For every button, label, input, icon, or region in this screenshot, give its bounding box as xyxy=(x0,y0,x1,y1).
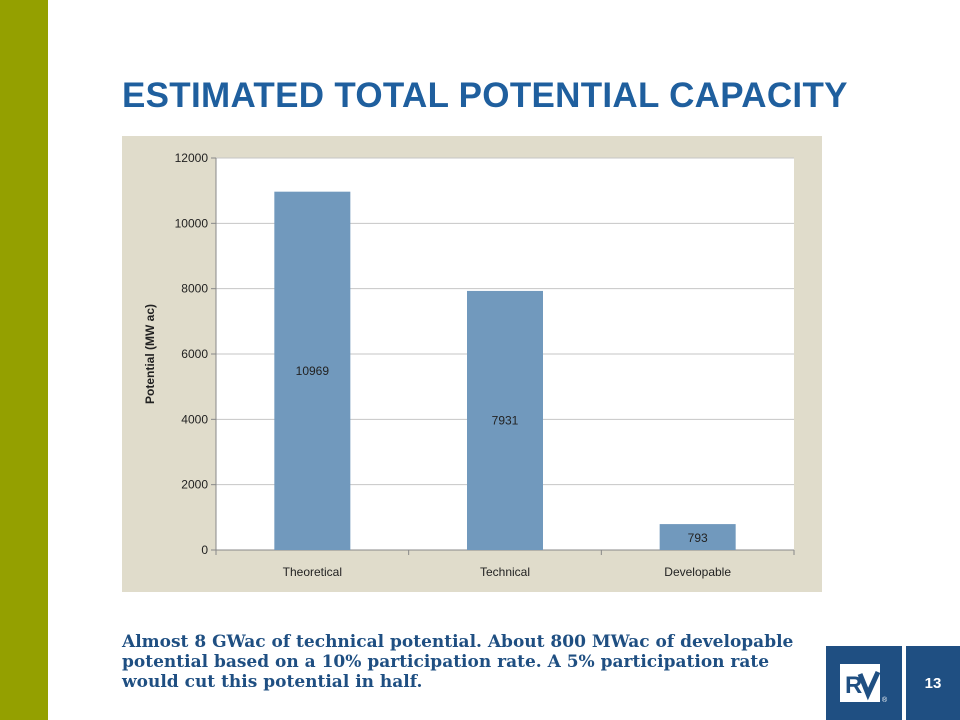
svg-text:R: R xyxy=(845,672,862,699)
y-tick-label: 12000 xyxy=(175,151,209,165)
x-tick-label: Technical xyxy=(480,565,530,579)
data-label: 7931 xyxy=(492,413,519,427)
x-tick-label: Developable xyxy=(664,565,731,579)
chart-container: 0 2000 4000 6000 8000 10000 12000 10969 Theoreti… xyxy=(122,136,822,592)
bar-theoretical xyxy=(274,191,351,551)
svg-text:®: ® xyxy=(882,696,888,704)
y-tick-label: 0 xyxy=(201,543,208,557)
bar-chart: 0 2000 4000 6000 8000 10000 12000 10969 Theoreti… xyxy=(143,151,795,579)
rv-logo-icon: R ® xyxy=(840,664,888,704)
y-tick-label: 10000 xyxy=(175,216,209,230)
y-tick-label: 6000 xyxy=(181,347,208,361)
logo: R ® xyxy=(826,646,902,720)
bar-developable xyxy=(659,524,736,550)
page-title: ESTIMATED TOTAL POTENTIAL CAPACITY xyxy=(122,76,848,115)
y-tick-label: 8000 xyxy=(181,282,208,296)
y-axis-title: Potential (MW ac) xyxy=(143,304,157,404)
x-tick-label: Theoretical xyxy=(283,565,342,579)
data-label: 10969 xyxy=(296,364,330,378)
page-number: 13 xyxy=(906,646,960,720)
y-tick-label: 2000 xyxy=(181,478,208,492)
bar-technical xyxy=(467,290,543,550)
sidebar-accent-bar xyxy=(0,0,48,720)
data-label: 793 xyxy=(688,531,708,545)
caption-text: Almost 8 GWac of technical potential. Ab… xyxy=(122,632,794,692)
y-tick-label: 4000 xyxy=(181,412,208,426)
